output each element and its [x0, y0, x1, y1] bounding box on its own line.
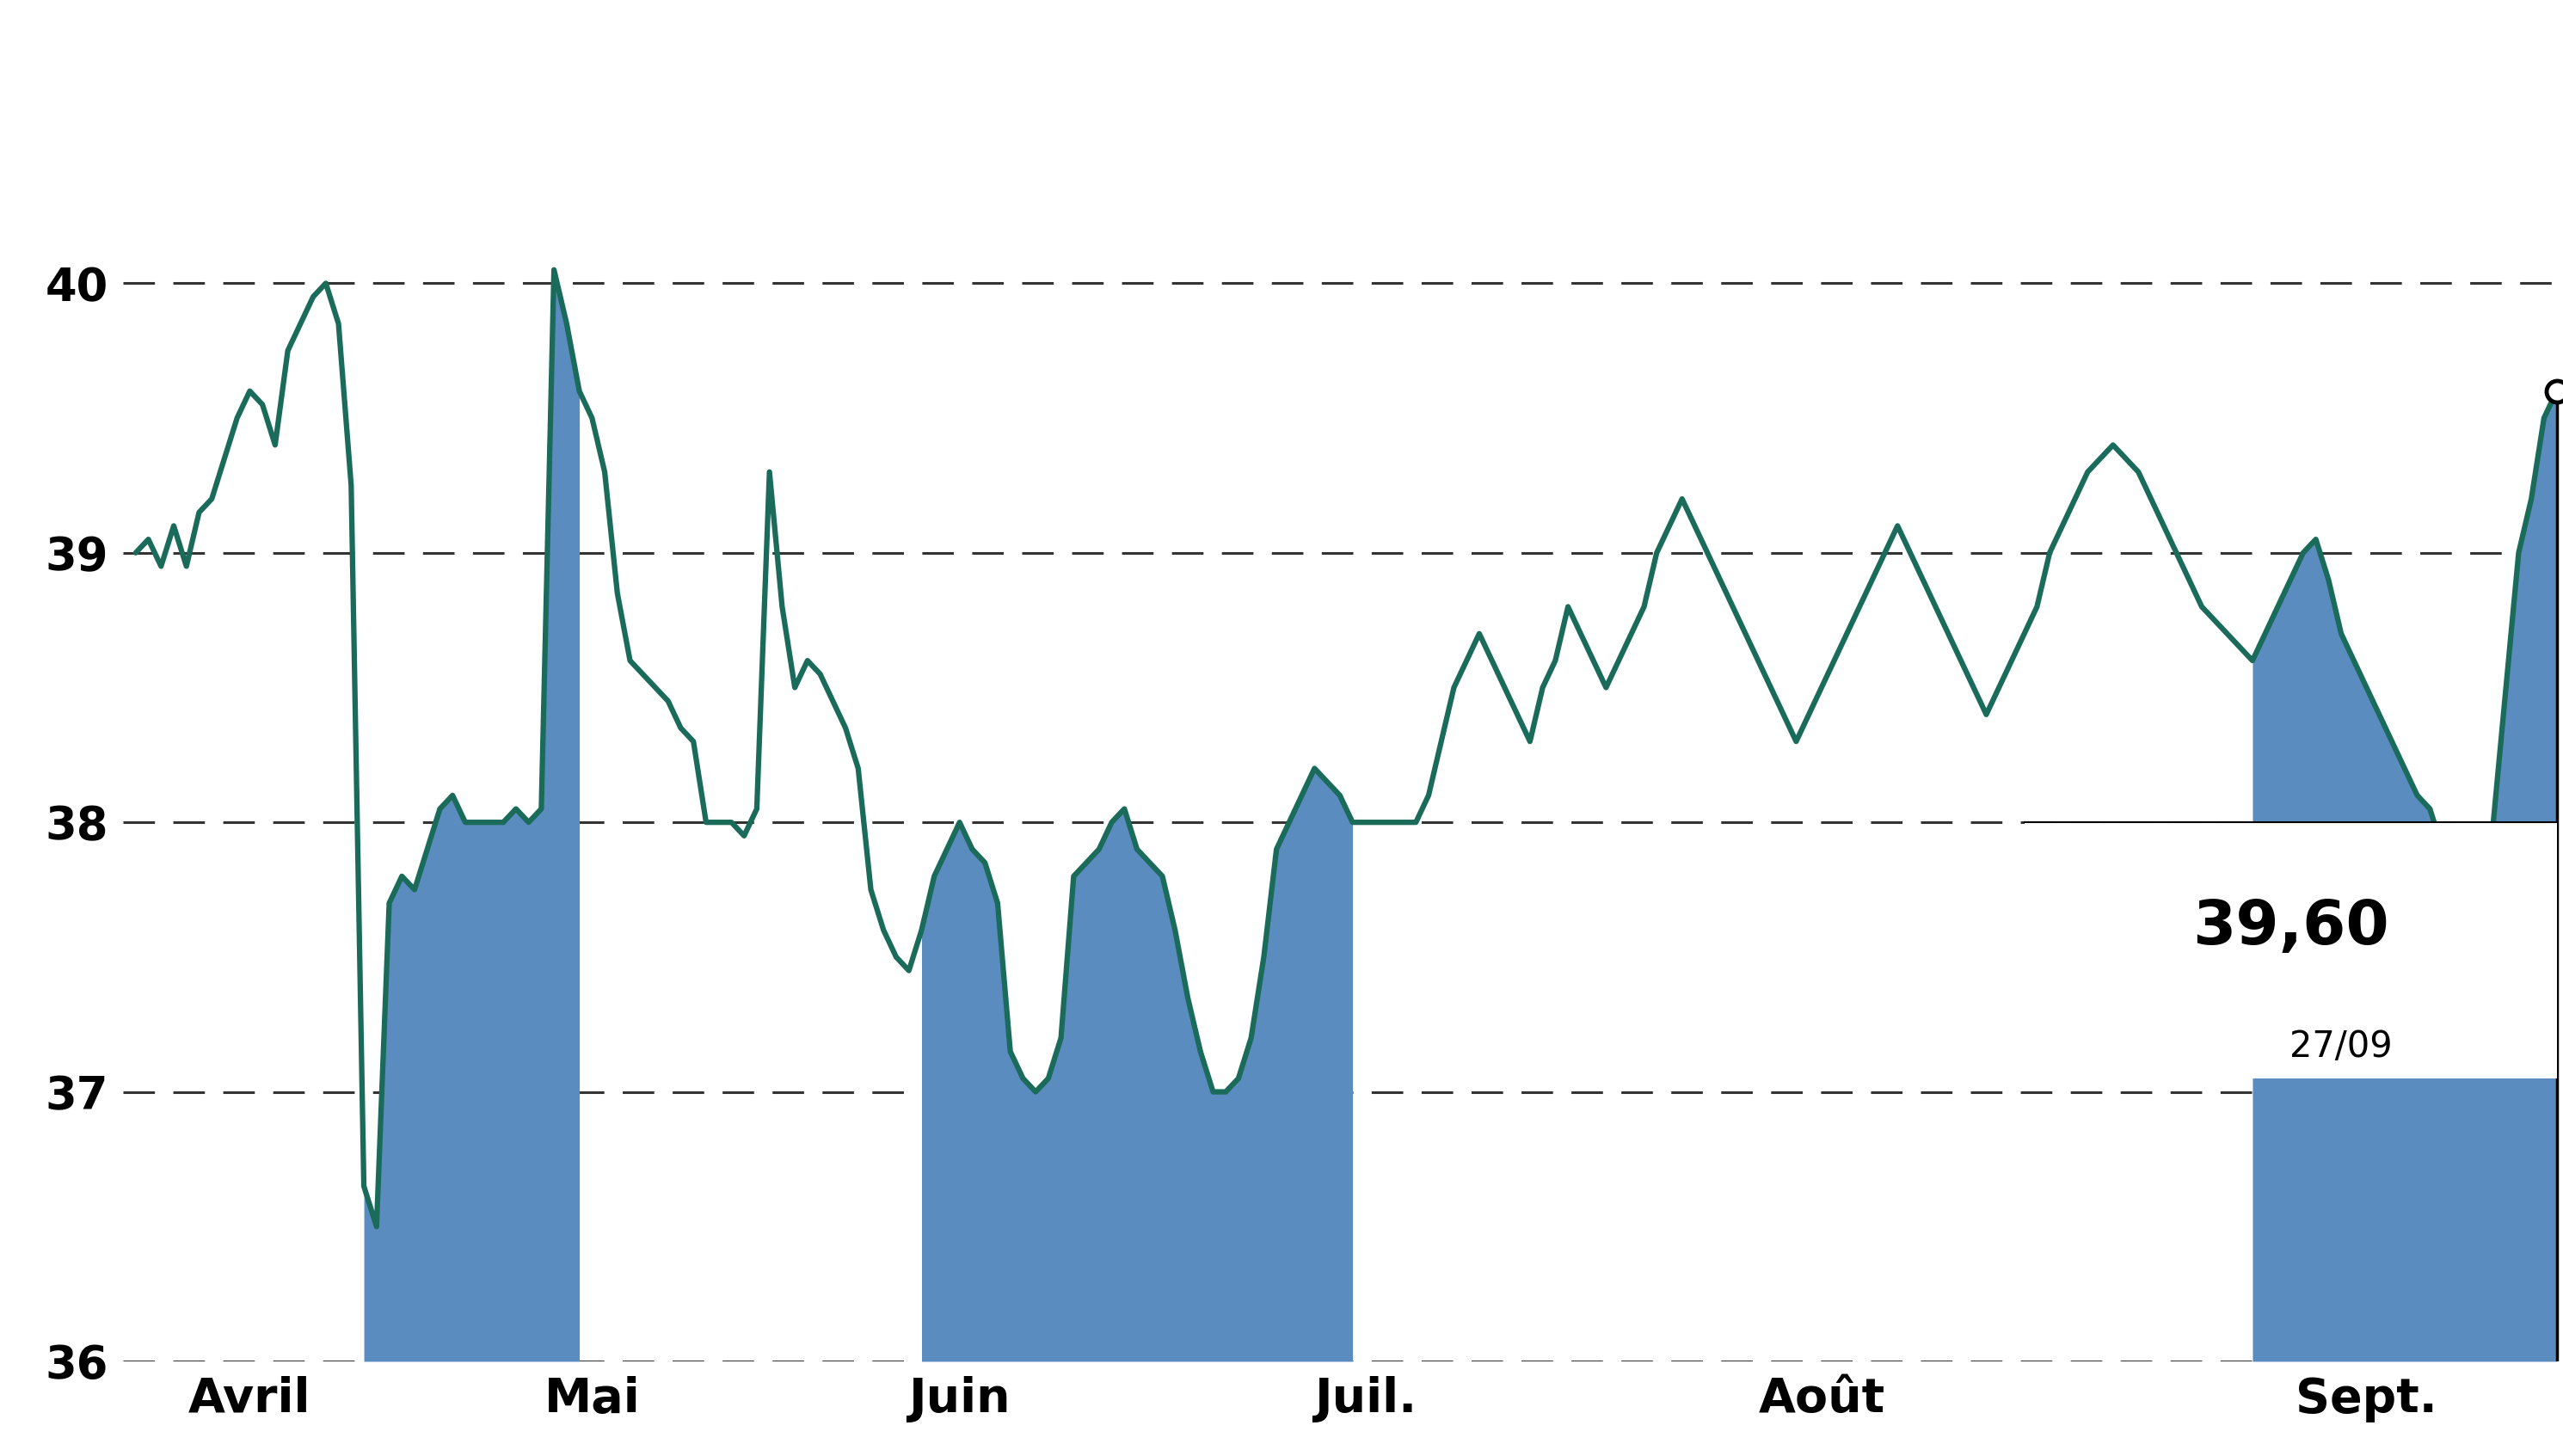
Text: 39,60: 39,60: [2191, 898, 2389, 957]
Text: 27/09: 27/09: [2289, 1029, 2394, 1064]
Text: WAREHOUSES ESTATES: WAREHOUSES ESTATES: [659, 20, 1904, 114]
Bar: [2025, 823, 2558, 1079]
